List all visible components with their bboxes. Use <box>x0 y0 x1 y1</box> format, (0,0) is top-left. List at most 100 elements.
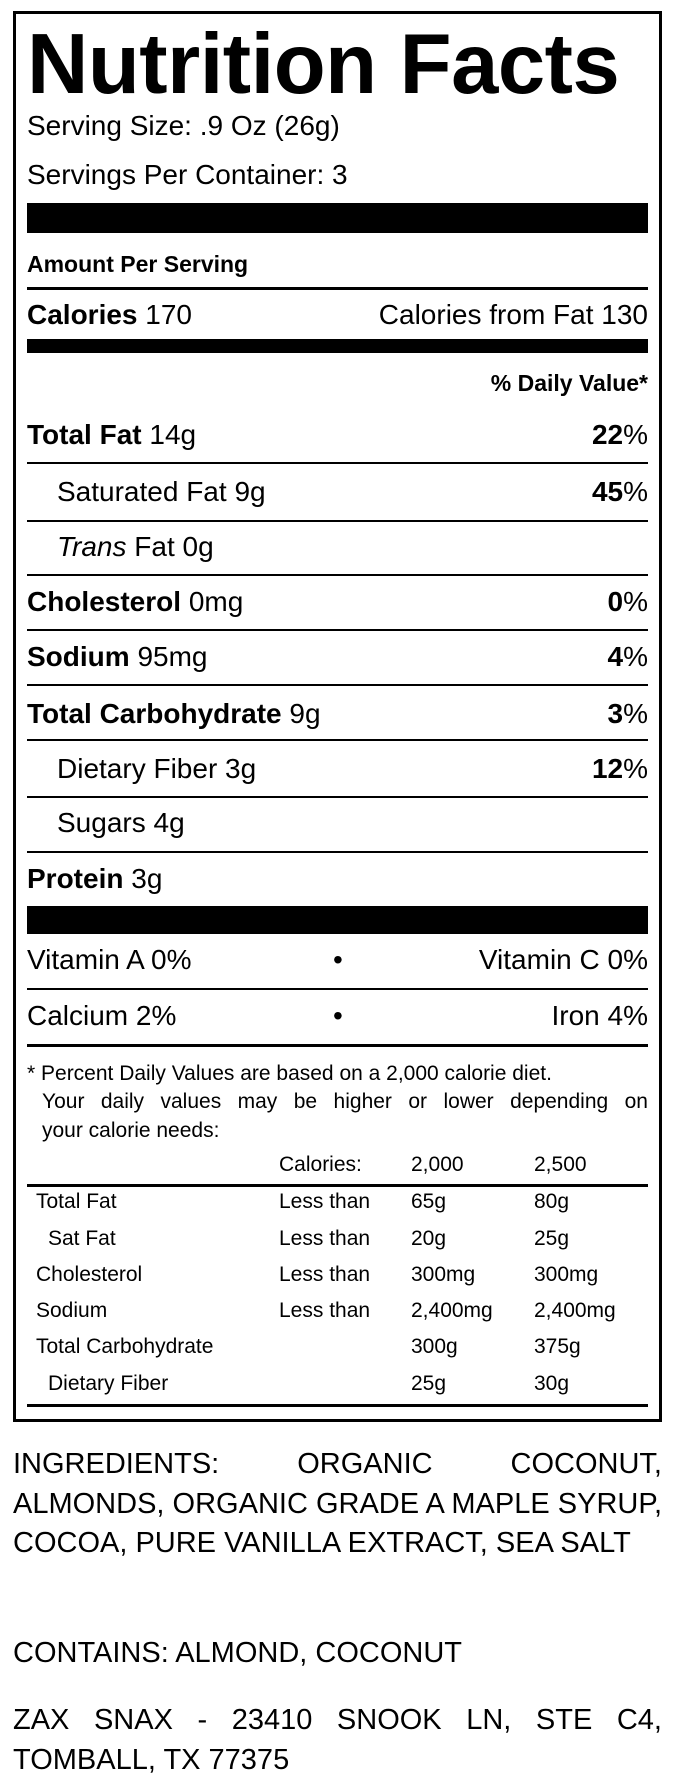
divider <box>27 520 648 522</box>
dv-table-cell: Cholesterol <box>36 1263 143 1286</box>
daily-value-header: % Daily Value* <box>27 363 648 403</box>
dv-table-cell: 20g <box>411 1227 447 1250</box>
divider <box>27 574 648 576</box>
medium-divider <box>27 339 648 353</box>
bullet: • <box>333 1000 343 1031</box>
dv-table-cell: 2,400mg <box>411 1299 493 1322</box>
nutrient-name: Protein 3g <box>27 859 162 899</box>
dv-table-row: Total Fat Less than 65g 80g <box>27 1185 648 1219</box>
divider <box>27 988 648 990</box>
thick-divider <box>27 906 648 934</box>
bullet: • <box>333 944 343 975</box>
calcium: Calcium 2% <box>27 1000 177 1031</box>
dv-table-cell: 25g <box>411 1372 447 1395</box>
nutrient-name: Sodium 95mg <box>27 637 208 677</box>
divider <box>27 629 648 631</box>
nutrient-label: Trans <box>57 531 127 562</box>
dv-table-header: Calories: 2,000 2,500 <box>27 1148 648 1182</box>
percent-sign: % <box>623 476 648 507</box>
calories-value: 170 <box>145 299 192 330</box>
nutrient-amount: 0g <box>182 531 214 562</box>
iron: Iron 4% <box>551 1000 649 1031</box>
dv-table-cell: Sodium <box>36 1299 108 1322</box>
percent-sign: % <box>623 419 648 450</box>
nutrient-daily-value: 4% <box>608 637 648 677</box>
daily-value-number: 3 <box>607 698 624 729</box>
nutrient-label: Sodium <box>27 641 130 672</box>
nutrient-name: Total Fat 14g <box>27 415 196 455</box>
vitamin-c: Vitamin C 0% <box>478 944 648 975</box>
divider <box>27 739 648 741</box>
nutrient-daily-value: 0% <box>608 582 648 622</box>
nutrient-name: Cholesterol 0mg <box>27 582 243 622</box>
dv-table-cell: Sat Fat <box>48 1227 116 1250</box>
footnote-line: Your daily values may be higher or lower… <box>42 1090 648 1113</box>
vitamin-row: Vitamin A 0% • Vitamin C 0% <box>27 940 648 980</box>
divider <box>27 684 648 686</box>
dv-table-cell: 30g <box>534 1372 570 1395</box>
nutrient-name: Saturated Fat 9g <box>27 472 266 512</box>
serving-size: Serving Size: .9 Oz (26g) <box>27 106 648 146</box>
footnote-line: * Percent Daily Values are based on a 2,… <box>27 1062 552 1085</box>
nutrient-amount: 0mg <box>188 586 244 617</box>
dv-table-row: Sat Fat Less than 20g 25g <box>27 1222 648 1256</box>
divider <box>27 462 648 464</box>
nutrient-label-suffix: Fat <box>134 531 175 562</box>
nutrient-daily-value: 3% <box>608 694 648 734</box>
nutrient-row: Dietary Fiber 3g 12% <box>27 749 648 789</box>
dv-table-cell: Total Carbohydrate <box>36 1335 214 1358</box>
percent-sign: % <box>623 641 648 672</box>
nutrient-amount: 9g <box>289 698 321 729</box>
nutrient-row: Sodium 95mg 4% <box>27 637 648 677</box>
daily-value-number: 0 <box>607 586 624 617</box>
divider <box>27 1404 648 1407</box>
servings-per-container: Servings Per Container: 3 <box>27 155 648 195</box>
nutrient-amount: 95mg <box>137 641 208 672</box>
daily-value-number: 22 <box>591 419 624 450</box>
nutrient-row: Total Fat 14g 22% <box>27 415 648 455</box>
vitamin-a: Vitamin A 0% <box>27 944 192 975</box>
amount-per-serving-text: Amount Per Serving <box>27 251 249 277</box>
calories-header: Calories: <box>279 1153 362 1176</box>
serving-size-text: Serving Size: .9 Oz (26g) <box>27 110 340 141</box>
nutrient-label: Protein <box>27 863 124 894</box>
nutrition-facts-panel <box>13 11 662 1422</box>
nutrient-label: Total Fat <box>27 419 142 450</box>
dv-table-cell: 300mg <box>411 1263 476 1286</box>
nutrient-row: Cholesterol 0mg 0% <box>27 582 648 622</box>
dv-table-cell: Less than <box>279 1190 371 1213</box>
nutrient-label: Dietary Fiber <box>57 753 218 784</box>
nutrient-daily-value: 12% <box>592 749 648 789</box>
calories-2000: 2,000 <box>411 1153 464 1176</box>
divider <box>27 796 648 798</box>
amount-per-serving: Amount Per Serving <box>27 244 648 284</box>
nutrient-label: Cholesterol <box>27 586 182 617</box>
daily-value-header-text: % Daily Value* <box>490 370 648 396</box>
nutrient-daily-value: 22% <box>592 415 648 455</box>
nutrient-name: Trans Fat 0g <box>27 527 214 567</box>
calories-label: Calories <box>27 299 138 330</box>
nutrient-label: Sugars <box>57 807 146 838</box>
percent-sign: % <box>623 753 648 784</box>
nutrient-name: Dietary Fiber 3g <box>27 749 256 789</box>
percent-sign: % <box>623 586 648 617</box>
servings-per-container-text: Servings Per Container: 3 <box>27 159 348 190</box>
nutrient-label: Total Carbohydrate <box>27 698 282 729</box>
dv-table-cell: 2,400mg <box>534 1299 616 1322</box>
daily-value-number: 12 <box>591 753 624 784</box>
nutrient-amount: 3g <box>131 863 163 894</box>
nutrient-amount: 3g <box>225 753 257 784</box>
dv-table-row: Dietary Fiber 25g 30g <box>27 1367 648 1401</box>
dv-table-cell: Less than <box>279 1227 371 1250</box>
divider <box>27 287 648 290</box>
dv-table-cell: 65g <box>411 1190 447 1213</box>
nutrient-label: Saturated Fat <box>57 476 227 507</box>
nutrient-row: Sugars 4g <box>27 803 648 843</box>
dv-table-row: Total Carbohydrate 300g 375g <box>27 1330 648 1364</box>
dv-table-cell: 80g <box>534 1190 570 1213</box>
thick-divider <box>27 203 648 233</box>
dv-table-row: Cholesterol Less than 300mg 300mg <box>27 1258 648 1292</box>
dv-table-cell: Less than <box>279 1263 371 1286</box>
mineral-row: Calcium 2% • Iron 4% <box>27 996 648 1036</box>
nutrient-row: Trans Fat 0g <box>27 527 648 567</box>
